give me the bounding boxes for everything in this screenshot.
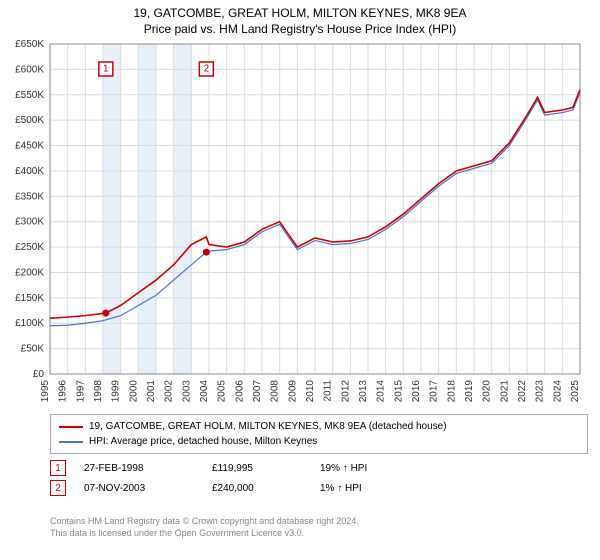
svg-text:2004: 2004	[199, 380, 210, 403]
svg-text:2017: 2017	[429, 380, 440, 403]
svg-text:2018: 2018	[446, 380, 457, 403]
svg-text:2008: 2008	[270, 380, 281, 403]
svg-text:2010: 2010	[305, 380, 316, 403]
legend-swatch	[59, 441, 83, 443]
event-marker: 1	[50, 460, 66, 476]
svg-text:£0: £0	[33, 369, 45, 380]
svg-text:2014: 2014	[376, 380, 387, 403]
svg-text:£200K: £200K	[15, 267, 44, 278]
svg-text:2003: 2003	[181, 380, 192, 403]
event-price: £240,000	[212, 483, 302, 494]
event-marker: 2	[50, 480, 66, 496]
svg-text:2002: 2002	[164, 380, 175, 403]
svg-text:2025: 2025	[570, 380, 581, 403]
svg-text:£350K: £350K	[15, 191, 44, 202]
svg-text:£300K: £300K	[15, 217, 44, 228]
legend-swatch	[59, 426, 83, 428]
svg-text:£550K: £550K	[15, 90, 44, 101]
svg-text:£100K: £100K	[15, 318, 44, 329]
footer-attribution: Contains HM Land Registry data © Crown c…	[50, 516, 359, 539]
svg-text:2021: 2021	[499, 380, 510, 403]
svg-text:2000: 2000	[128, 380, 139, 403]
svg-text:2015: 2015	[393, 380, 404, 403]
chart-plot: £0 £50K £100K £150K £200K £250K £300K £350K £400…	[0, 0, 600, 414]
svg-text:£150K: £150K	[15, 293, 44, 304]
svg-text:£400K: £400K	[15, 166, 44, 177]
svg-text:2022: 2022	[517, 380, 528, 403]
svg-text:2: 2	[204, 64, 210, 75]
svg-text:2023: 2023	[535, 380, 546, 403]
legend: 19, GATCOMBE, GREAT HOLM, MILTON KEYNES,…	[50, 414, 588, 454]
footer-line-1: Contains HM Land Registry data © Crown c…	[50, 516, 359, 528]
legend-label: 19, GATCOMBE, GREAT HOLM, MILTON KEYNES,…	[89, 421, 447, 432]
svg-text:£250K: £250K	[15, 242, 44, 253]
footer-line-2: This data is licensed under the Open Gov…	[50, 528, 359, 540]
svg-text:2006: 2006	[234, 380, 245, 403]
svg-text:£500K: £500K	[15, 115, 44, 126]
svg-text:1996: 1996	[58, 380, 69, 403]
svg-text:1997: 1997	[75, 380, 86, 403]
svg-text:1999: 1999	[111, 380, 122, 403]
svg-text:2012: 2012	[340, 380, 351, 403]
event-price: £119,995	[212, 463, 302, 474]
event-list: 1 27-FEB-1998 £119,995 19% ↑ HPI 2 07-NOV-200…	[50, 458, 410, 498]
svg-text:2011: 2011	[323, 380, 334, 402]
svg-text:£600K: £600K	[15, 64, 44, 75]
svg-text:£50K: £50K	[21, 344, 45, 355]
svg-text:2020: 2020	[482, 380, 493, 403]
legend-row: 19, GATCOMBE, GREAT HOLM, MILTON KEYNES,…	[59, 419, 579, 434]
event-date: 27-FEB-1998	[84, 463, 194, 474]
svg-text:2009: 2009	[287, 380, 298, 403]
svg-text:2007: 2007	[252, 380, 263, 403]
event-date: 07-NOV-2003	[84, 483, 194, 494]
svg-text:2005: 2005	[217, 380, 228, 403]
svg-text:1995: 1995	[40, 380, 51, 403]
event-delta: 1% ↑ HPI	[320, 483, 410, 494]
legend-label: HPI: Average price, detached house, Milt…	[89, 436, 317, 447]
svg-text:1998: 1998	[93, 380, 104, 403]
chart-container: { "title": { "line1": "19, GATCOMBE, GRE…	[0, 0, 600, 560]
event-delta: 19% ↑ HPI	[320, 463, 410, 474]
svg-text:2016: 2016	[411, 380, 422, 403]
legend-row: HPI: Average price, detached house, Milt…	[59, 434, 579, 449]
svg-text:2019: 2019	[464, 380, 475, 403]
svg-text:1: 1	[103, 64, 109, 75]
event-row: 2 07-NOV-2003 £240,000 1% ↑ HPI	[50, 478, 410, 498]
svg-text:2024: 2024	[552, 380, 563, 403]
svg-text:2013: 2013	[358, 380, 369, 403]
svg-text:2001: 2001	[146, 380, 157, 403]
svg-text:£650K: £650K	[15, 39, 44, 50]
svg-text:£450K: £450K	[15, 141, 44, 152]
event-row: 1 27-FEB-1998 £119,995 19% ↑ HPI	[50, 458, 410, 478]
